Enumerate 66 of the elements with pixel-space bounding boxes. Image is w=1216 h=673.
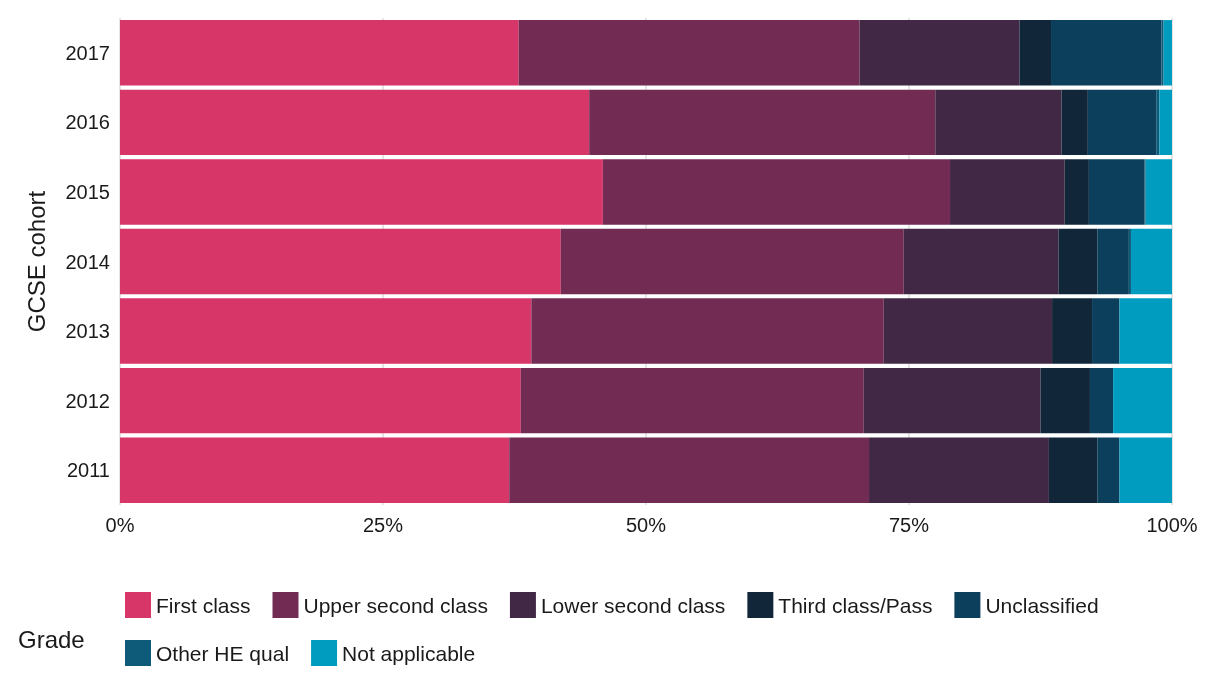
y-tick-label: 2011 (66, 459, 110, 482)
bar (1040, 367, 1090, 434)
bar (950, 159, 1065, 225)
legend-label: Upper second class (303, 593, 488, 617)
y-tick-label: 2017 (65, 41, 110, 64)
x-tick-label: 25% (362, 514, 404, 536)
bar (120, 159, 603, 225)
bar (1088, 159, 1145, 225)
bar (1130, 228, 1172, 295)
bar (1058, 228, 1098, 295)
bar (1089, 367, 1114, 434)
bar (1119, 298, 1172, 364)
bar (531, 298, 884, 364)
bar (1064, 159, 1089, 225)
bar (1052, 298, 1093, 364)
y-axis-title: GCSE cohort (22, 190, 50, 333)
bar (935, 89, 1062, 156)
bar (883, 298, 1053, 364)
legend-title: Grade (18, 625, 85, 653)
bar (120, 298, 532, 364)
bar (560, 228, 904, 295)
bar (869, 437, 1049, 503)
x-tick-label: 0% (105, 514, 135, 536)
legend-label: Other HE qual (156, 641, 290, 665)
bar (518, 20, 860, 86)
bar (120, 367, 521, 434)
bar (1119, 437, 1172, 503)
bar (1156, 89, 1160, 156)
bar (1128, 228, 1131, 295)
y-tick-label: 2016 (65, 111, 110, 134)
bar (509, 437, 870, 503)
legend-label: First class (156, 593, 251, 617)
bar (120, 89, 590, 156)
bar (1161, 20, 1164, 86)
legend-label: Not applicable (342, 641, 476, 665)
bar (589, 89, 936, 156)
bar (1145, 159, 1172, 225)
bar (1097, 437, 1120, 503)
bar (1113, 367, 1172, 434)
bar (1163, 20, 1172, 86)
bar (1048, 437, 1098, 503)
legend-label: Third class/Pass (778, 593, 933, 617)
bar (863, 367, 1041, 434)
bar (1092, 298, 1120, 364)
y-tick-label: 2013 (65, 320, 110, 343)
bar (1061, 89, 1088, 156)
x-tick-label: 75% (888, 514, 930, 536)
x-tick-label: 50% (625, 514, 667, 536)
bar (120, 228, 561, 295)
bar (1087, 89, 1157, 156)
bar (859, 20, 1020, 86)
bar (1051, 20, 1162, 86)
legend-label: Lower second class (540, 593, 726, 617)
y-tick-label: 2015 (65, 180, 110, 203)
bar (602, 159, 951, 225)
legend-label: Unclassified (985, 593, 1099, 617)
bar (520, 367, 864, 434)
bar (1159, 89, 1172, 156)
bar (120, 20, 519, 86)
y-tick-label: 2014 (65, 250, 110, 273)
x-tick-label: 100% (1146, 514, 1198, 536)
bar (120, 437, 510, 503)
bar (1097, 228, 1129, 295)
bar (1019, 20, 1052, 86)
y-tick-label: 2012 (65, 389, 110, 412)
bar (903, 228, 1059, 295)
